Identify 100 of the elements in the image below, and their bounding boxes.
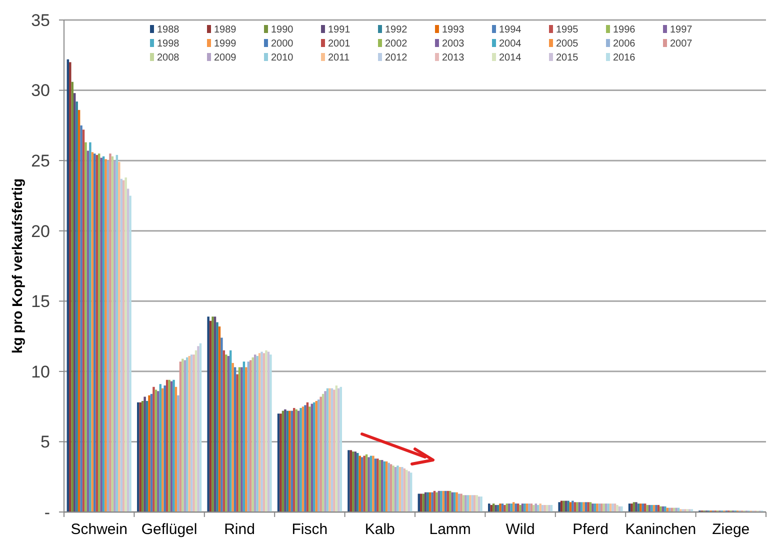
bar	[567, 500, 570, 512]
legend-label: 2009	[214, 52, 237, 64]
bar	[328, 388, 331, 512]
bar	[71, 82, 74, 512]
legend-label: 1993	[442, 24, 465, 36]
x-tick-label: Rind	[224, 521, 255, 538]
bar	[280, 414, 282, 512]
bar	[544, 504, 546, 512]
legend-label: 2016	[613, 52, 636, 64]
legend-label: 2001	[328, 38, 351, 50]
legend-label: 2008	[157, 52, 180, 64]
legend-label: 1992	[385, 24, 408, 36]
bar	[519, 504, 522, 512]
bar	[499, 504, 502, 512]
bar	[197, 346, 200, 512]
x-tick-label: Lamm	[429, 521, 471, 538]
bar	[607, 504, 610, 512]
bar	[348, 450, 350, 512]
bar	[388, 462, 390, 512]
bar	[172, 380, 175, 512]
legend-label: 1999	[214, 38, 237, 50]
bar	[78, 110, 80, 512]
bar	[616, 504, 618, 512]
bar	[245, 367, 248, 512]
bar	[66, 59, 70, 512]
bar	[84, 142, 87, 512]
legend-label: 2015	[556, 52, 579, 64]
bar	[562, 500, 565, 512]
bar	[102, 156, 105, 512]
legend-label: 2003	[442, 38, 465, 50]
x-tick-label: Wild	[506, 521, 535, 538]
bar	[111, 156, 114, 512]
bar	[82, 130, 85, 512]
legend-label: 2007	[670, 38, 693, 50]
bar	[69, 62, 72, 512]
bar	[240, 367, 243, 512]
bar	[620, 506, 623, 512]
bar	[216, 322, 218, 512]
bar	[247, 362, 250, 512]
legend-label: 2002	[385, 38, 408, 50]
bar	[89, 142, 92, 512]
bar	[320, 396, 322, 512]
legend-label: 2012	[385, 52, 408, 64]
y-axis-title: kg pro Kopf verkaufsfertig	[9, 178, 25, 354]
bar	[548, 504, 550, 512]
bar	[333, 390, 336, 512]
legend-label: 2000	[271, 38, 294, 50]
bar	[587, 502, 590, 512]
bar	[392, 466, 394, 512]
x-tick-label: Kalb	[364, 521, 395, 538]
x-tick-label: Ziege	[712, 521, 750, 538]
legend-label: 1991	[328, 24, 351, 36]
y-tick-label: 15	[31, 292, 50, 312]
bar	[265, 350, 268, 512]
y-tick-label: 35	[31, 10, 50, 30]
x-tick-label: Kaninchen	[625, 521, 696, 538]
bar	[675, 508, 678, 512]
bar	[152, 386, 155, 512]
bar	[232, 362, 234, 512]
bar	[234, 367, 236, 512]
bar	[144, 396, 146, 512]
legend-label: 2013	[442, 52, 465, 64]
bar	[480, 496, 482, 512]
bar	[612, 504, 614, 512]
bar	[558, 502, 560, 512]
bar	[572, 500, 574, 512]
bar	[284, 409, 286, 512]
bar	[304, 405, 306, 512]
y-tick-label: 20	[31, 222, 50, 241]
bar	[436, 492, 438, 512]
bar	[262, 353, 266, 512]
bar	[460, 494, 462, 512]
bar	[192, 354, 195, 512]
legend-label: 2004	[499, 38, 522, 50]
bar	[114, 160, 116, 512]
bar	[73, 93, 76, 512]
bar	[252, 357, 254, 512]
bar	[635, 502, 638, 512]
bar	[476, 495, 478, 512]
bar	[655, 504, 658, 512]
bar	[456, 492, 458, 512]
bar	[104, 159, 107, 512]
legend-label: 2011	[328, 52, 350, 64]
legend-label: 1996	[613, 24, 636, 36]
bar	[177, 395, 180, 512]
bar	[207, 316, 210, 512]
bar	[124, 177, 127, 512]
bar	[464, 495, 467, 512]
bar	[684, 509, 686, 512]
bar	[118, 162, 120, 512]
bar	[129, 196, 132, 512]
bar	[214, 316, 216, 512]
bar	[86, 150, 90, 512]
legend-label: 2006	[613, 38, 636, 50]
bar	[236, 374, 238, 512]
legend-label: 1997	[670, 24, 693, 36]
bar	[680, 509, 682, 512]
bar	[106, 160, 110, 512]
bar	[212, 316, 214, 512]
bar	[91, 152, 94, 512]
